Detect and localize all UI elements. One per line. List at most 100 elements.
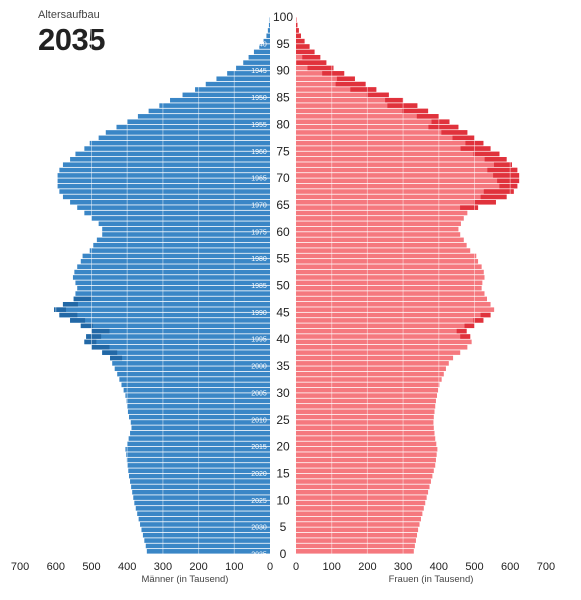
female-bar-shade-age-86 — [350, 87, 377, 92]
female-bar-age-10 — [296, 495, 427, 500]
female-bar-shade-age-69 — [497, 178, 520, 184]
female-bar-age-55 — [296, 253, 477, 259]
birth-year-2025: 2025 — [251, 498, 267, 505]
female-bar-age-6 — [296, 516, 421, 522]
male-bar-age-86 — [195, 87, 270, 92]
male-bar-age-85 — [182, 92, 270, 98]
x-tick-right-700: 700 — [537, 561, 555, 573]
male-bar-age-84 — [170, 97, 270, 103]
x-tick-left-0: 0 — [267, 561, 273, 573]
x-tick-left-400: 400 — [118, 561, 136, 573]
male-bar-age-80 — [127, 119, 270, 124]
male-bar-age-77 — [98, 135, 270, 141]
male-bar-shade-age-37 — [102, 350, 118, 355]
female-bar-age-4 — [296, 527, 419, 533]
male-bar-shade-age-46 — [62, 302, 78, 307]
age-tick-55: 55 — [276, 252, 290, 266]
age-tick-0: 0 — [280, 547, 287, 561]
male-bar-age-7 — [137, 511, 270, 517]
male-bar-age-16 — [127, 463, 270, 468]
x-tick-right-200: 200 — [358, 561, 376, 573]
age-tick-45: 45 — [276, 305, 290, 319]
birth-year-1940: 1940 — [251, 41, 267, 48]
female-bar-shade-age-73 — [484, 157, 507, 162]
male-bar-age-67 — [59, 189, 271, 194]
male-bar-age-34 — [114, 366, 270, 372]
female-bar-shade-age-67 — [483, 189, 514, 194]
female-bar-shade-age-79 — [428, 124, 459, 130]
female-bar-age-38 — [296, 344, 468, 350]
male-bar-shade-age-44 — [59, 312, 78, 318]
birth-year-1950: 1950 — [251, 95, 267, 102]
x-tick-right-400: 400 — [430, 561, 448, 573]
female-bar-shade-age-44 — [480, 312, 491, 318]
male-bar-age-19 — [125, 447, 270, 452]
female-bar-shade-age-65 — [473, 199, 496, 205]
male-bar-age-70 — [57, 173, 271, 178]
female-bar-age-32 — [296, 377, 442, 382]
female-bar-age-70 — [296, 173, 520, 178]
female-bar-age-57 — [296, 242, 467, 248]
female-bar-age-21 — [296, 436, 436, 441]
male-bar-age-22 — [130, 430, 270, 436]
female-bar-shade-age-75 — [460, 146, 491, 151]
female-bar-shade-age-87 — [335, 81, 366, 87]
birth-year-2035: 2035 — [251, 552, 267, 559]
male-bar-age-74 — [75, 151, 270, 157]
male-bars — [54, 17, 271, 554]
male-bar-age-24 — [130, 420, 270, 425]
female-bar-age-14 — [296, 473, 433, 479]
female-bar-age-48 — [296, 291, 485, 296]
age-tick-75: 75 — [276, 144, 290, 158]
male-bar-age-37 — [102, 350, 271, 355]
female-bar-age-5 — [296, 522, 420, 527]
male-bar-age-89 — [227, 71, 270, 76]
birth-year-axis: 2035 2030 2025 2020 2015 2010 2005 2000 1995 1990… — [251, 41, 267, 558]
male-bar-age-79 — [116, 124, 271, 130]
x-tick-right-500: 500 — [465, 561, 483, 573]
female-bar-age-72 — [296, 162, 512, 167]
age-tick-40: 40 — [276, 332, 290, 346]
male-bar-age-61 — [98, 221, 270, 227]
female-bar-age-16 — [296, 463, 436, 468]
x-tick-right-100: 100 — [323, 561, 341, 573]
male-bar-age-62 — [91, 216, 270, 221]
female-bar-age-20 — [296, 441, 437, 447]
male-bar-age-91 — [243, 60, 270, 65]
female-bar-age-46 — [296, 302, 491, 307]
x-axis-title-right: Frauen (in Tausend) — [389, 574, 474, 585]
female-bar-shade-age-80 — [431, 119, 450, 124]
female-bar-age-83 — [296, 103, 418, 108]
female-bar-age-60 — [296, 226, 459, 232]
male-bar-age-26 — [127, 409, 270, 414]
age-tick-60: 60 — [276, 225, 290, 239]
male-bar-age-28 — [126, 398, 271, 404]
x-tick-left-100: 100 — [225, 561, 243, 573]
birth-year-2030: 2030 — [251, 525, 267, 532]
female-bar-age-85 — [296, 92, 389, 98]
male-bar-age-52 — [74, 269, 270, 275]
birth-year-1995: 1995 — [251, 337, 267, 344]
male-bar-age-98 — [268, 22, 270, 28]
birth-year-1960: 1960 — [251, 149, 267, 156]
male-bar-age-55 — [82, 253, 270, 259]
x-tick-left-500: 500 — [82, 561, 100, 573]
male-bar-age-48 — [75, 291, 270, 296]
female-bar-age-0 — [296, 549, 414, 554]
male-bar-age-49 — [77, 285, 270, 291]
gridlines — [55, 17, 511, 554]
x-axis-title-left: Männer (in Tausend) — [142, 574, 229, 585]
male-bar-shade-age-43 — [70, 318, 86, 323]
male-bar-shade-age-38 — [91, 344, 110, 350]
male-bar-age-54 — [80, 259, 270, 264]
female-bar-age-59 — [296, 232, 461, 237]
female-bar-age-65 — [296, 199, 496, 205]
age-tick-95: 95 — [276, 37, 290, 51]
male-bar-age-43 — [70, 318, 270, 323]
x-axis-ticks: 700 600 500 400 300 200 100 0 0 100 200 300 400 500 60… — [11, 561, 555, 573]
birth-year-2015: 2015 — [251, 444, 267, 451]
male-bar-age-88 — [216, 76, 270, 82]
male-bar-age-6 — [138, 516, 270, 522]
birth-year-1970: 1970 — [251, 202, 267, 209]
male-bar-shade-age-45 — [54, 307, 67, 312]
